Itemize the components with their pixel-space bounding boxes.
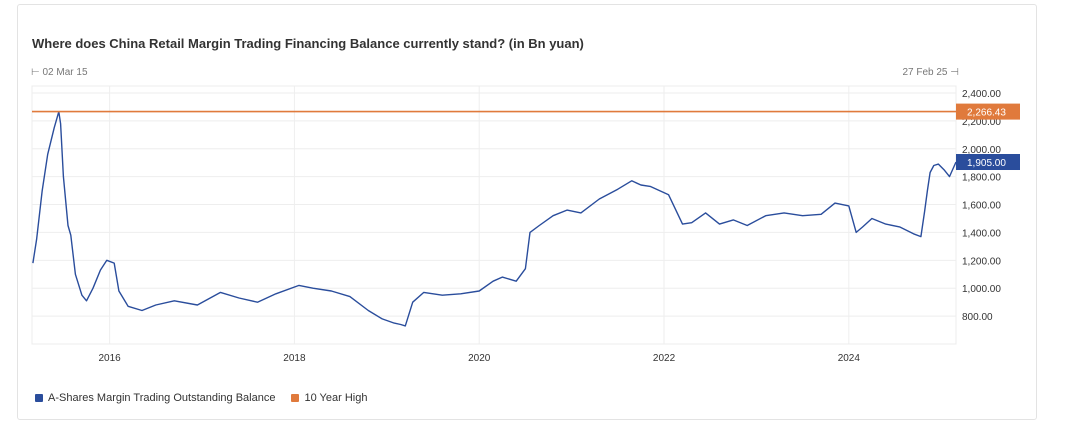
y-tick-label: 1,600.00	[962, 201, 1001, 212]
chart-title: Where does China Retail Margin Trading F…	[32, 36, 584, 51]
last-value-label-balance: 1,905.00	[967, 158, 1006, 169]
y-tick-label: 1,800.00	[962, 173, 1001, 184]
legend-label-balance: A-Shares Margin Trading Outstanding Bala…	[48, 392, 276, 404]
series-line-balance	[32, 110, 957, 327]
x-tick-label: 2016	[98, 353, 121, 364]
x-tick-label: 2024	[838, 353, 861, 364]
y-tick-label: 800.00	[962, 312, 993, 323]
plot-area	[31, 85, 957, 345]
last-value-badge-balance	[956, 154, 1020, 171]
y-tick-label: 1,400.00	[962, 228, 1001, 239]
y-tick-label: 2,000.00	[962, 145, 1001, 156]
range-end-label: 27 Feb 25 ⊣	[902, 67, 959, 78]
x-tick-label: 2022	[653, 353, 676, 364]
legend-item-10yr-high[interactable]: 10 Year High	[291, 392, 367, 404]
y-tick-label: 2,200.00	[962, 117, 1001, 128]
legend-item-balance[interactable]: A-Shares Margin Trading Outstanding Bala…	[35, 392, 275, 404]
y-tick-label: 1,200.00	[962, 256, 1001, 267]
range-start-text: 02 Mar 15	[42, 67, 88, 78]
range-end-text: 27 Feb 25	[902, 67, 948, 78]
last-value-label-10yr-high: 2,266.43	[967, 108, 1006, 119]
y-tick-label: 1,000.00	[962, 284, 1001, 295]
chart-card	[17, 4, 1037, 420]
range-start-label: ⊢ 02 Mar 15	[31, 67, 88, 78]
legend-swatch-10yr-high	[291, 394, 300, 402]
last-value-badge-10yr-high	[956, 103, 1020, 120]
legend-label-10yr-high: 10 Year High	[304, 392, 368, 404]
x-tick-label: 2018	[283, 353, 306, 364]
x-tick-label: 2020	[468, 353, 491, 364]
y-tick-label: 2,400.00	[962, 89, 1001, 100]
legend: A-Shares Margin Trading Outstanding Bala…	[35, 392, 367, 404]
legend-swatch-balance	[35, 394, 43, 402]
